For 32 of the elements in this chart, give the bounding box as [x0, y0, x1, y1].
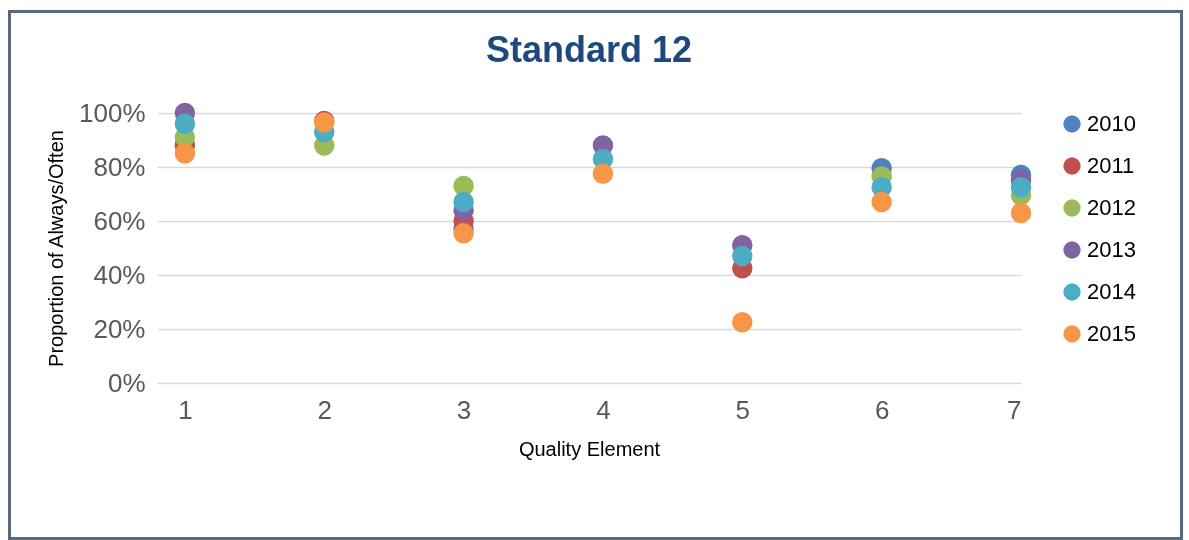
point [1010, 177, 1032, 198]
x-tick-label: 3 [456, 394, 472, 425]
point [732, 312, 753, 333]
legend-label: 2010 [1087, 111, 1136, 136]
x-tick-label: 7 [1007, 394, 1022, 425]
x-tick-label: 2 [317, 394, 332, 425]
x-tick-label: 6 [874, 394, 890, 425]
point [453, 191, 474, 213]
legend-label: 2013 [1087, 237, 1136, 262]
point [871, 191, 892, 213]
legend-label: 2014 [1087, 279, 1136, 304]
point [174, 143, 196, 164]
x-tick-label: 5 [735, 394, 751, 425]
y-tick-label: 100% [79, 97, 146, 128]
y-tick-label: 0% [107, 367, 146, 398]
x-axis-title: Quality Element [518, 437, 661, 460]
chart-title: Standard 12 [485, 29, 693, 70]
legend-label: 2012 [1087, 195, 1136, 220]
legend-label: 2015 [1087, 321, 1136, 346]
y-tick-label: 80% [93, 151, 146, 182]
y-axis-title: Proportion of Always/Often [45, 130, 67, 367]
y-tick-label: 40% [93, 259, 146, 290]
y-tick-label: 20% [93, 313, 146, 344]
x-tick-label: 4 [596, 394, 611, 425]
point [592, 163, 614, 184]
y-tick-label: 60% [93, 205, 146, 236]
legend-label: 2011 [1087, 153, 1135, 178]
point [1010, 202, 1032, 224]
point [732, 245, 753, 267]
point [174, 113, 196, 135]
x-tick-label: 1 [178, 394, 193, 425]
point [453, 222, 474, 244]
